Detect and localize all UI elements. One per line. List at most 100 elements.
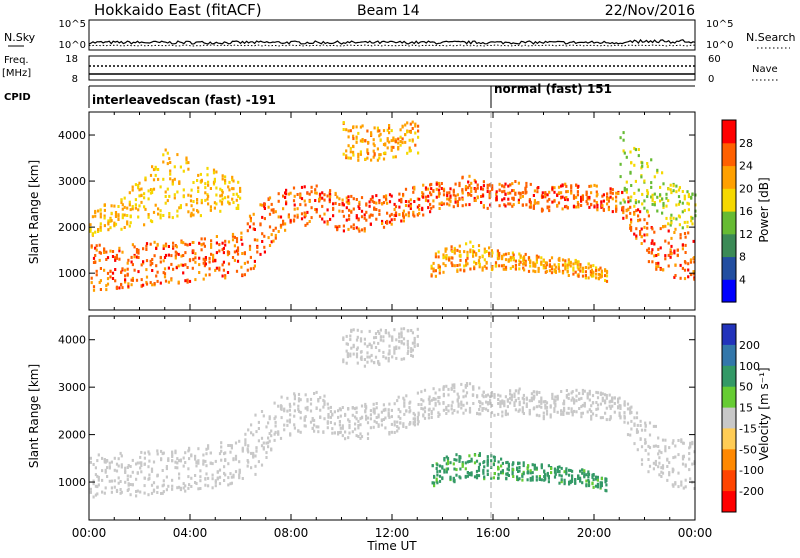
data-cell: [209, 208, 212, 212]
data-cell: [448, 258, 451, 262]
data-cell: [399, 421, 402, 425]
data-cell: [384, 407, 387, 411]
data-cell: [429, 202, 432, 206]
data-cell: [495, 197, 498, 201]
data-cell: [115, 256, 118, 260]
colorbar-tick-label: 12: [739, 228, 753, 241]
data-cell: [427, 416, 430, 420]
data-cell: [282, 222, 285, 226]
data-cell: [250, 423, 253, 427]
data-cell: [176, 466, 179, 470]
data-cell: [659, 268, 662, 271]
data-cell: [130, 255, 133, 259]
data-cell: [338, 423, 341, 427]
data-cell: [121, 267, 124, 271]
data-cell: [137, 256, 140, 259]
data-cell: [171, 487, 174, 491]
data-cell: [360, 355, 363, 359]
data-cell: [533, 406, 536, 410]
data-cell: [665, 196, 668, 200]
data-cell: [179, 486, 182, 490]
data-cell: [90, 281, 93, 285]
data-cell: [681, 210, 684, 214]
data-cell: [625, 190, 628, 194]
data-cell: [103, 216, 106, 220]
data-cell: [643, 233, 646, 237]
data-cell: [428, 402, 431, 406]
data-cell: [274, 430, 277, 434]
data-cell: [568, 473, 571, 477]
data-cell: [265, 456, 268, 459]
data-cell: [554, 395, 557, 399]
data-cell: [681, 243, 684, 247]
data-cell: [398, 346, 401, 350]
data-cell: [359, 339, 363, 343]
data-cell: [94, 493, 97, 497]
data-cell: [450, 261, 453, 265]
data-cell: [608, 404, 611, 408]
data-cell: [408, 138, 411, 142]
data-cell: [214, 268, 217, 272]
data-cell: [126, 267, 129, 271]
data-cell: [630, 411, 633, 414]
data-cell: [398, 335, 401, 339]
data-cell: [329, 415, 332, 419]
data-cell: [387, 408, 390, 412]
data-cell: [160, 457, 163, 461]
data-cell: [514, 192, 517, 195]
data-cell: [464, 385, 467, 389]
data-cell: [405, 394, 408, 398]
data-cell: [123, 213, 126, 217]
data-cell: [416, 418, 419, 422]
data-cell: [286, 423, 289, 427]
data-cell: [143, 196, 146, 200]
data-cell: [341, 406, 344, 409]
data-cell: [348, 420, 351, 423]
data-cell: [385, 197, 388, 201]
data-cell: [442, 401, 445, 404]
data-cell: [550, 265, 554, 269]
data-cell: [177, 264, 180, 268]
data-cell: [376, 129, 379, 133]
data-cell: [246, 222, 249, 226]
data-cell: [540, 478, 543, 482]
data-cell: [469, 267, 472, 271]
data-cell: [373, 361, 376, 364]
data-cell: [388, 193, 392, 197]
data-cell: [637, 154, 640, 158]
data-cell: [221, 263, 224, 267]
data-cell: [142, 283, 145, 287]
data-cell: [246, 229, 249, 233]
data-cell: [680, 438, 683, 442]
data-cell: [358, 229, 361, 233]
data-cell: [659, 185, 662, 189]
colorbar-swatch: [722, 491, 736, 513]
data-cell: [445, 247, 448, 251]
data-cell: [172, 241, 175, 245]
data-cell: [553, 190, 556, 194]
data-cell: [120, 270, 123, 274]
data-cell: [486, 186, 489, 190]
data-cell: [200, 237, 203, 241]
data-cell: [593, 205, 596, 209]
data-cell: [282, 207, 285, 211]
data-cell: [498, 251, 501, 255]
data-cell: [523, 268, 526, 272]
data-cell: [442, 408, 445, 412]
data-cell: [653, 192, 656, 196]
data-cell: [561, 195, 564, 199]
data-cell: [270, 233, 273, 237]
data-cell: [390, 218, 393, 222]
data-cell: [285, 188, 288, 192]
data-cell: [279, 225, 283, 229]
data-cell: [430, 416, 433, 419]
data-cell: [629, 411, 632, 415]
data-cell: [541, 195, 544, 199]
data-cell: [267, 441, 270, 445]
data-cell: [535, 466, 538, 470]
data-cell: [97, 475, 100, 479]
data-cell: [256, 238, 259, 242]
data-cell: [150, 469, 154, 473]
data-cell: [479, 401, 482, 404]
